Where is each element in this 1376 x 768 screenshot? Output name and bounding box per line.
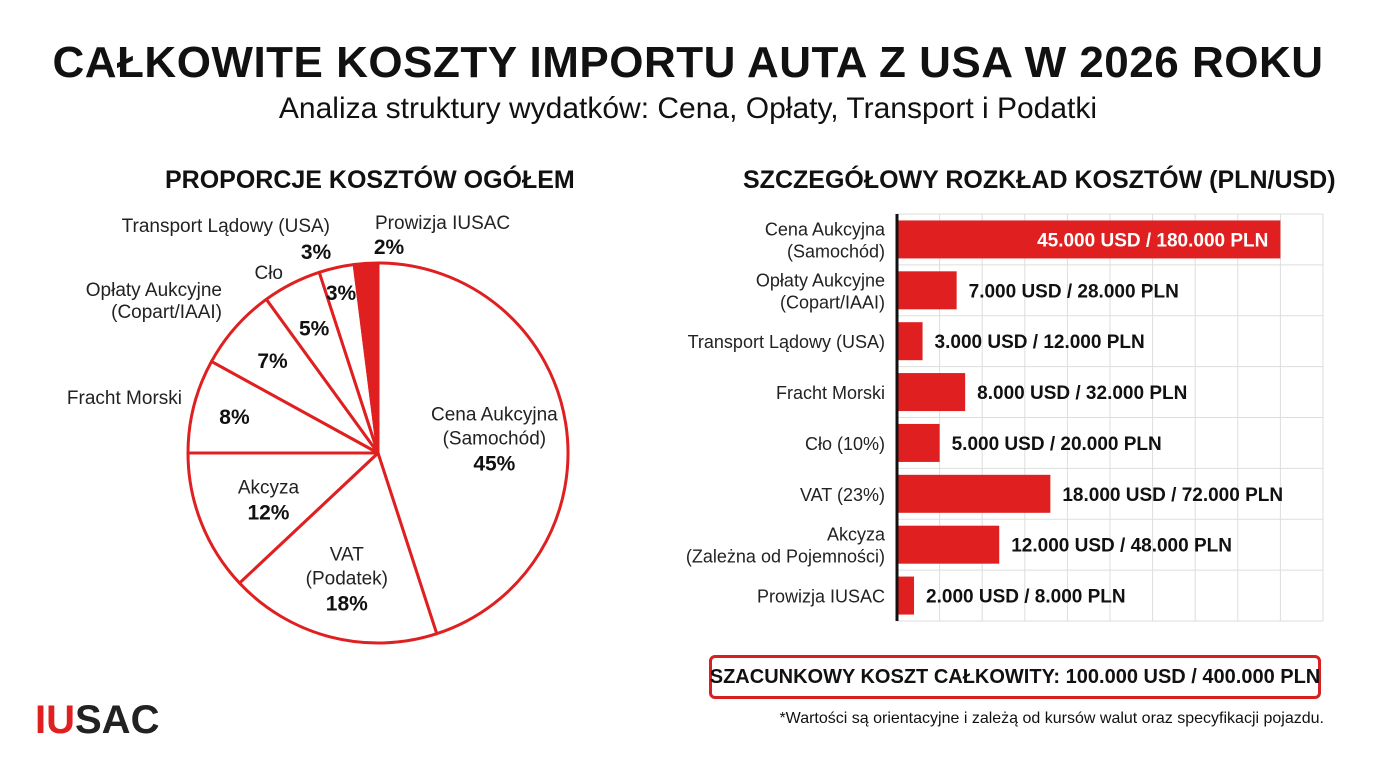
bar-category-label: Cło (10%)	[805, 434, 885, 454]
footnote: *Wartości są orientacyjne i zależą od ku…	[779, 710, 1324, 727]
bar-category-label: Prowizja IUSAC	[757, 587, 885, 607]
bar-value-label: 18.000 USD / 72.000 PLN	[1062, 485, 1283, 506]
bar-category-label: Akcyza	[827, 525, 886, 545]
page-subtitle: Analiza struktury wydatków: Cena, Opłaty…	[278, 92, 1098, 125]
pie-slice-percent: 18%	[326, 592, 368, 615]
bar-category-label: Transport Lądowy (USA)	[688, 332, 885, 352]
bar-value-label: 12.000 USD / 48.000 PLN	[1011, 536, 1232, 557]
pie-slice-percent: 7%	[257, 350, 288, 373]
pie-slice-label: VAT	[330, 544, 365, 565]
pie-chart-title: PROPORCJE KOSZTÓW OGÓŁEM	[165, 166, 575, 194]
pie-slice-label: (Samochód)	[443, 429, 547, 450]
pie-slice-percent: 45%	[473, 453, 515, 476]
bar-chart-title: SZCZEGÓŁOWY ROZKŁAD KOSZTÓW (PLN/USD)	[743, 166, 1336, 194]
bar-category-label: Opłaty Aukcyjne	[756, 270, 885, 290]
bar-category-label: (Zależna od Pojemności)	[686, 547, 885, 567]
pie-slice-label: Cło	[254, 263, 283, 284]
pie-slice-label: (Copart/IAAI)	[111, 302, 222, 323]
total-cost-text: SZACUNKOWY KOSZT CAŁKOWITY: 100.000 USD …	[709, 665, 1321, 688]
bar-value-label: 8.000 USD / 32.000 PLN	[977, 383, 1187, 404]
pie-slice-percent: 8%	[219, 406, 250, 429]
bar-value-label: 2.000 USD / 8.000 PLN	[926, 587, 1126, 608]
bar-category-label: (Samochód)	[787, 241, 885, 261]
bar	[897, 525, 1000, 564]
pie-slice-label: Fracht Morski	[67, 388, 182, 409]
pie-slice-percent: 3%	[326, 282, 357, 305]
bar	[897, 373, 966, 412]
total-cost-box: SZACUNKOWY KOSZT CAŁKOWITY: 100.000 USD …	[709, 655, 1321, 699]
pie-slice-percent: 3%	[301, 241, 332, 264]
bar	[897, 271, 957, 310]
pie-slice-percent: 2%	[374, 236, 405, 259]
pie-slice-label: (Podatek)	[306, 568, 388, 589]
pie-slice	[237, 451, 439, 645]
page-title: CAŁKOWITE KOSZTY IMPORTU AUTA Z USA W 20…	[52, 38, 1324, 87]
pie-slice-label: Akcyza	[238, 477, 300, 498]
pie-slice	[352, 261, 380, 455]
bar-category-label: (Copart/IAAI)	[780, 292, 885, 312]
bar	[897, 474, 1051, 513]
pie-slice-label: Opłaty Aukcyjne	[86, 280, 222, 301]
bar-value-label: 5.000 USD / 20.000 PLN	[952, 434, 1162, 455]
pie-slice	[186, 359, 380, 455]
bar-value-label: 7.000 USD / 28.000 PLN	[969, 281, 1179, 302]
bar	[897, 322, 923, 361]
bar-category-label: VAT (23%)	[800, 485, 885, 505]
bar	[897, 576, 915, 615]
pie-slice	[186, 451, 380, 585]
pie-slice-label: Prowizja IUSAC	[375, 213, 510, 234]
bar-value-label: 45.000 USD / 180.000 PLN	[1037, 230, 1268, 251]
pie-slice	[376, 261, 570, 636]
pie-slice-label: Cena Aukcyjna	[431, 405, 558, 426]
bar	[897, 220, 1281, 259]
bar-category-label: Fracht Morski	[776, 383, 885, 403]
pie-slice-label: Transport Lądowy (USA)	[122, 216, 330, 237]
pie-slice-percent: 12%	[247, 501, 289, 524]
pie-slice-percent: 5%	[299, 318, 330, 341]
logo-part-2: SAC	[75, 698, 160, 742]
brand-logo: IUSAC	[35, 698, 159, 743]
bar	[897, 423, 940, 462]
bar-value-label: 3.000 USD / 12.000 PLN	[935, 332, 1145, 353]
logo-part-1: IU	[35, 698, 75, 742]
bar-category-label: Cena Aukcyjna	[765, 219, 886, 239]
